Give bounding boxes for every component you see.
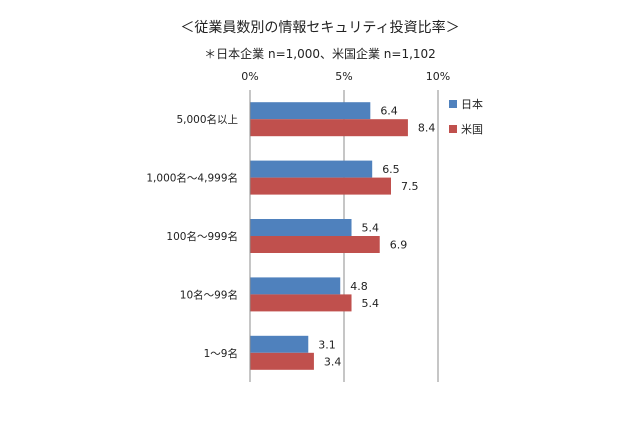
category-label: 1～9名 [204, 347, 238, 360]
category-label: 10名～99名 [180, 288, 238, 301]
category-label: 1,000名～4,999名 [146, 172, 238, 185]
bar-japan [250, 335, 309, 353]
data-label: 7.5 [401, 180, 419, 193]
x-tick-label: 0% [241, 70, 258, 83]
bar-usa [250, 294, 352, 312]
bar-japan [250, 102, 371, 120]
bar-japan [250, 277, 341, 295]
category-label: 5,000名以上 [176, 113, 238, 126]
data-label: 3.1 [318, 338, 336, 351]
chart-title: ＜従業員数別の情報セキュリティ投資比率＞ [180, 20, 460, 36]
data-label: 5.4 [362, 222, 380, 235]
data-label: 3.4 [324, 355, 342, 368]
data-label: 6.9 [390, 239, 408, 252]
legend-swatch [449, 100, 457, 108]
data-label: 6.4 [380, 105, 398, 118]
bar-usa [250, 119, 408, 137]
legend-label: 米国 [461, 123, 483, 136]
bar-usa [250, 236, 380, 253]
bar-usa [250, 352, 314, 370]
data-label: 4.8 [350, 280, 368, 293]
x-tick-label: 5% [335, 70, 352, 83]
x-tick-label: 10% [426, 70, 450, 83]
legend-label: 日本 [461, 97, 483, 111]
bar-japan [250, 160, 373, 178]
category-label: 100名～999名 [166, 230, 238, 243]
bar-usa [250, 177, 391, 195]
bar-japan [250, 219, 352, 236]
legend-swatch [449, 125, 457, 133]
data-label: 6.5 [382, 163, 400, 176]
chart-subtitle: ＊日本企業 n=1,000、米国企業 n=1,102 [204, 47, 436, 61]
data-label: 5.4 [362, 297, 380, 310]
data-label: 8.4 [418, 122, 436, 135]
